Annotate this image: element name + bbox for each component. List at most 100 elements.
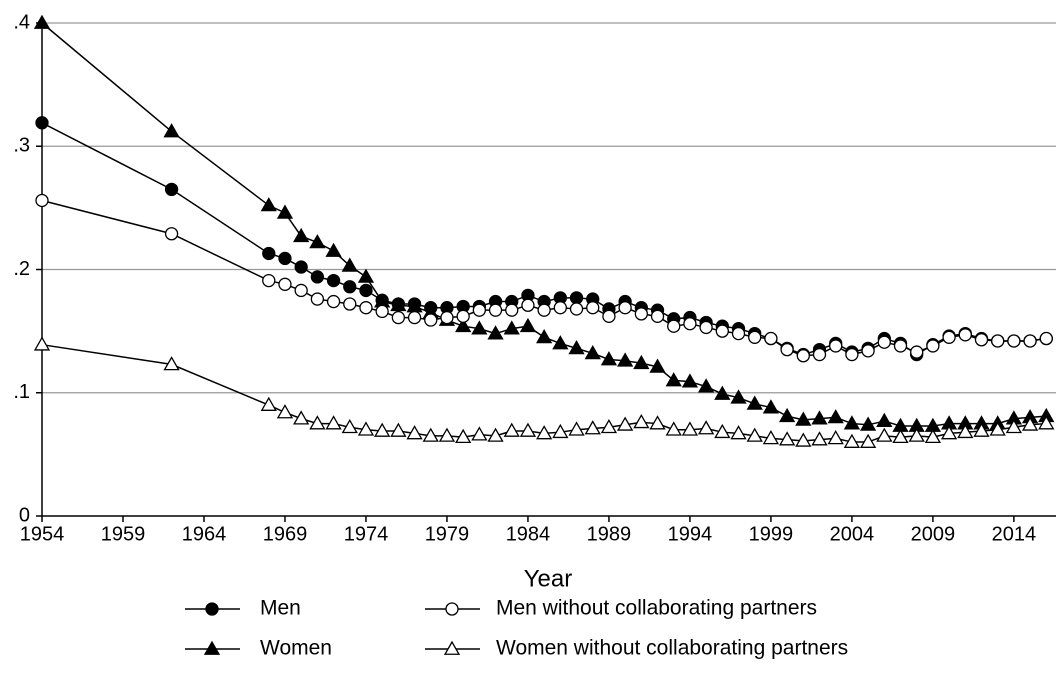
point	[391, 310, 406, 325]
y-tick-label: .2	[13, 258, 30, 280]
point	[778, 431, 796, 446]
point	[876, 412, 893, 427]
point	[471, 426, 488, 441]
x-axis-title: Year	[524, 565, 573, 592]
point	[584, 420, 601, 435]
legend-label: Men	[260, 597, 301, 620]
point	[456, 309, 470, 323]
point	[310, 292, 325, 306]
legend-marker	[203, 640, 221, 655]
point	[309, 415, 326, 430]
point	[505, 303, 519, 317]
point	[764, 331, 778, 346]
point	[163, 123, 180, 138]
point	[811, 410, 828, 425]
point	[829, 339, 843, 353]
point	[357, 268, 375, 283]
point	[924, 428, 942, 444]
point	[325, 415, 342, 430]
x-tick-label: 1959	[101, 523, 146, 545]
point	[553, 301, 567, 315]
point	[746, 395, 763, 410]
point	[407, 310, 422, 325]
point	[309, 234, 326, 249]
point	[326, 294, 341, 309]
point	[957, 423, 974, 439]
legend-label: Women without collaborating partners	[496, 637, 848, 660]
point	[748, 330, 762, 344]
point	[778, 407, 796, 423]
point	[1023, 334, 1037, 348]
point	[278, 277, 292, 291]
point	[650, 309, 665, 323]
point	[681, 421, 699, 436]
point	[649, 358, 666, 373]
point	[552, 335, 569, 350]
point	[568, 421, 585, 436]
legend-label: Men without collaborating partners	[496, 597, 817, 620]
point	[827, 409, 844, 424]
point	[859, 416, 877, 431]
point	[552, 423, 569, 439]
point	[536, 328, 553, 344]
point	[780, 342, 794, 357]
point	[406, 425, 423, 440]
point	[762, 399, 780, 414]
point	[35, 116, 49, 130]
point	[260, 396, 277, 411]
point	[876, 427, 893, 442]
legend-marker	[445, 602, 459, 616]
point	[602, 309, 616, 323]
y-tick-label: .3	[13, 135, 30, 157]
point	[260, 197, 277, 212]
point	[569, 302, 584, 316]
point	[487, 325, 504, 340]
point	[455, 428, 472, 444]
point	[973, 422, 990, 437]
point	[843, 433, 861, 448]
point	[326, 273, 341, 288]
point	[827, 430, 844, 445]
point	[521, 298, 535, 312]
point	[892, 428, 909, 444]
point	[731, 326, 746, 341]
point	[341, 257, 358, 272]
point	[633, 414, 650, 429]
point	[584, 344, 601, 360]
point	[877, 335, 891, 349]
point	[617, 416, 634, 431]
point	[715, 324, 729, 338]
x-tick-label: 2009	[911, 523, 956, 545]
point	[699, 320, 713, 335]
point	[812, 347, 827, 362]
y-tick-label: .1	[13, 381, 30, 403]
point	[33, 336, 51, 351]
point	[633, 354, 650, 370]
point	[940, 425, 958, 440]
point	[746, 427, 763, 442]
point	[795, 411, 812, 426]
point	[276, 404, 294, 419]
x-tick-label: 2004	[830, 523, 875, 545]
point	[390, 422, 407, 437]
point	[343, 297, 357, 311]
point	[730, 389, 747, 404]
point	[600, 418, 618, 434]
point	[942, 330, 956, 344]
point	[811, 431, 828, 446]
point	[796, 349, 810, 363]
point	[424, 313, 438, 327]
point	[440, 310, 454, 325]
point	[683, 317, 697, 331]
point	[1039, 331, 1053, 346]
point	[649, 415, 666, 430]
x-tick-label: 1964	[182, 523, 227, 545]
point	[568, 340, 585, 355]
point	[537, 303, 551, 317]
point	[374, 422, 391, 437]
point	[698, 378, 715, 393]
point	[861, 344, 875, 358]
point	[375, 304, 389, 319]
x-tick-label: 1989	[587, 523, 632, 545]
